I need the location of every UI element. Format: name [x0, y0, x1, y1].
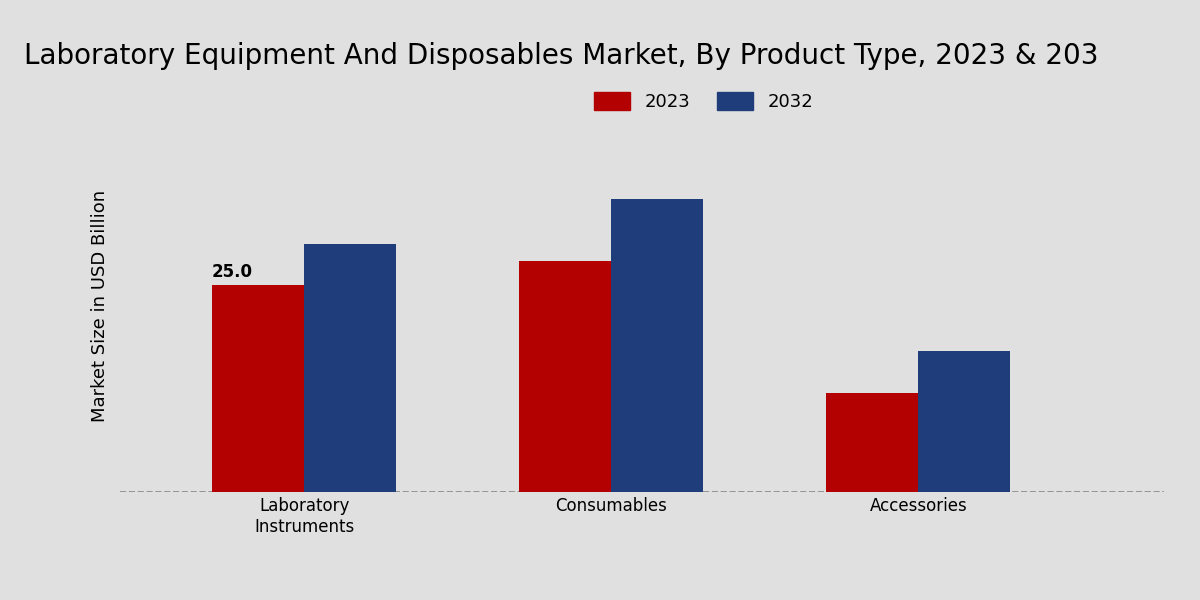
Y-axis label: Market Size in USD Billion: Market Size in USD Billion — [91, 190, 109, 422]
Bar — [827, 393, 918, 492]
Legend: 2023, 2032: 2023, 2032 — [587, 85, 821, 118]
Bar — [305, 244, 396, 492]
Bar — [520, 260, 611, 492]
Bar — [212, 286, 305, 492]
Text: 25.0: 25.0 — [212, 263, 253, 281]
Bar — [918, 352, 1010, 492]
Bar — [611, 199, 703, 492]
Text: Laboratory Equipment And Disposables Market, By Product Type, 2023 & 203: Laboratory Equipment And Disposables Mar… — [24, 42, 1098, 70]
